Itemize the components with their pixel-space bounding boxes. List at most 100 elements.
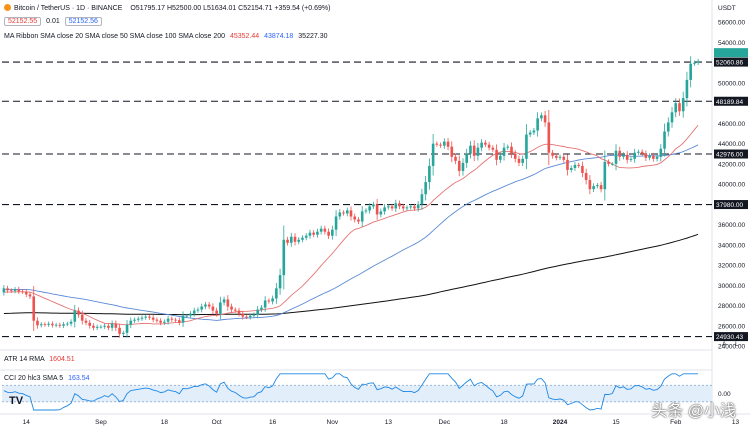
candle-body [189,313,192,316]
candle-body [241,313,245,317]
candle [581,161,584,178]
cci-label: CCI 20 hlc3 SMA 5 [4,375,64,382]
candle [107,323,110,331]
candle-body [133,319,136,321]
candle-body [413,206,416,209]
cci-legend[interactable]: CCI 20 hlc3 SMA 5 163.54 [4,375,90,382]
ask-button[interactable]: 52152.56 [64,17,102,26]
x-tick-label: Dec [439,419,451,426]
candle [461,158,465,176]
candle-body [655,156,659,159]
candle [275,282,278,304]
candle-body [663,131,666,149]
candle [603,150,607,201]
y-tick-label: 24000.00 [718,344,745,351]
candle [472,140,476,162]
candle [211,303,215,314]
x-tick-label: Sep [95,419,107,426]
candle-body [237,310,241,314]
candle [588,175,592,195]
candle [480,139,483,152]
x-tick-label: Feb [670,419,682,426]
candle-body [629,158,633,160]
candle-body [693,62,696,64]
candle-body [428,165,431,183]
candle [73,304,77,328]
candle-body [398,203,401,207]
y-tick-label: 32000.00 [718,263,745,270]
candle-body [58,324,62,326]
candle [443,138,446,149]
candle-body [401,206,405,209]
candle-body [543,115,547,123]
candle-body [607,161,610,164]
candle-body [24,291,28,295]
atr-value: 1604.51 [49,356,75,363]
candle-body [338,212,342,217]
candle [54,322,58,328]
candle-body [84,320,88,323]
candle [416,201,420,212]
level-label: 52060.86 [716,60,743,67]
candle-body [405,207,409,209]
candle-body [293,236,297,242]
candle [465,148,469,168]
candle-body [424,182,427,195]
candle-body [670,112,674,123]
candle-body [375,204,379,215]
candle-body [480,142,483,148]
candle-body [185,315,189,317]
price-unit-label: USDT [718,5,736,12]
candle-body [233,309,237,311]
candle [547,109,551,166]
candle [398,200,401,210]
candle [629,156,633,163]
y-tick-label: 46000.00 [718,121,745,128]
sma-200-line [3,233,699,316]
candle [159,318,162,326]
candle-body [487,144,491,148]
candle-body [13,289,17,291]
candle [446,138,450,151]
candle-body [80,314,84,321]
candle [114,320,118,332]
candle-body [110,323,114,328]
candle [364,208,368,214]
y-tick-label: 42000.00 [718,161,745,168]
candle-body [278,275,282,289]
symbol-line[interactable]: Bitcoin / TetherUS · 1D · BINANCE [14,5,123,12]
atr-label: ATR 14 RMA [4,356,45,363]
candle-body [297,239,301,242]
candle [693,60,696,66]
candle-body [379,211,383,215]
candle-body [592,186,595,190]
bid-button[interactable]: 52152.55 [4,17,42,26]
candle [625,151,629,164]
candle-body [144,316,148,318]
candle-body [207,304,211,307]
indicator-name[interactable]: MA Ribbon SMA close 20 SMA close 50 SMA … [4,33,226,40]
ma20-value: 45352.44 [229,33,260,40]
candle-body [603,161,607,190]
candle-body [282,239,286,276]
ma200-value: 35227.30 [298,33,328,40]
candle-body [21,291,24,293]
candle [293,233,297,246]
candle-body [66,323,69,325]
candle [66,321,69,327]
candle-body [215,310,218,314]
candle-body [416,204,420,209]
candle-body [674,103,678,113]
candle [21,289,24,294]
candle [256,305,259,319]
candle [28,291,32,299]
level-tag [714,332,748,342]
auto-scale-button: A [722,341,727,348]
candle [484,140,487,148]
candle-body [577,164,580,166]
atr-legend[interactable]: ATR 14 RMA 1604.51 [4,356,75,363]
candle [592,183,595,193]
tradingview-logo[interactable]: TV [9,395,24,407]
candle-body [614,150,618,164]
